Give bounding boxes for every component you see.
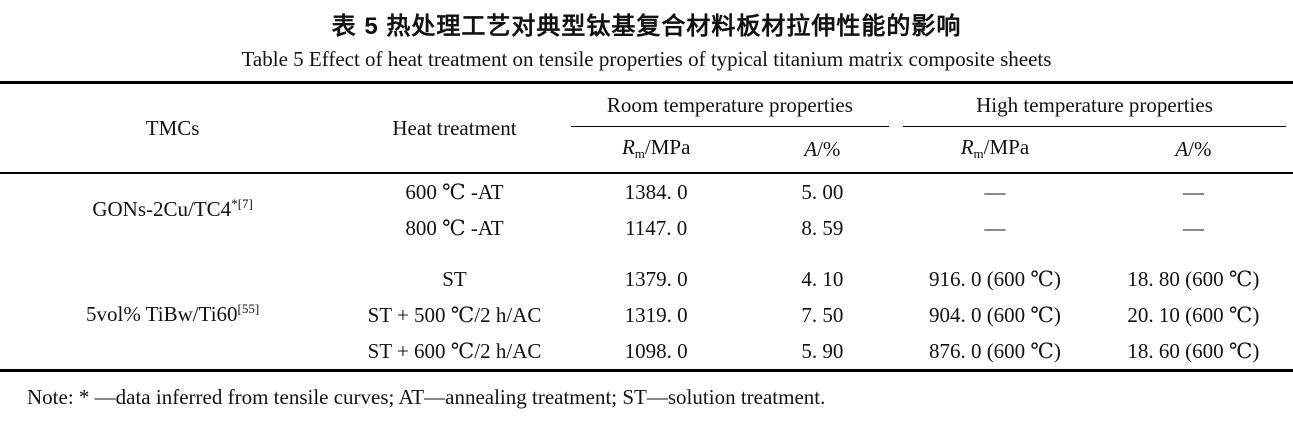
a-unit: /%: [1188, 136, 1212, 161]
a-symbol: A: [1175, 136, 1189, 161]
room-a-value: 8. 59: [801, 216, 844, 240]
column-header-high-rm: Rm/MPa: [896, 127, 1094, 174]
tmcs-reference-superscript: [55]: [237, 300, 260, 316]
rm-unit: /MPa: [983, 135, 1030, 159]
column-header-room-rm: Rm/MPa: [563, 127, 749, 174]
high-rm-value: —: [984, 216, 1006, 240]
room-rm-value: 1379. 0: [624, 267, 688, 291]
column-header-high-a: A/%: [1093, 127, 1293, 174]
high-rm-value: 916. 0 (600 ℃): [928, 267, 1061, 291]
rm-unit: /MPa: [644, 135, 691, 159]
tmcs-reference-superscript: *[7]: [231, 195, 253, 211]
treatment-cell: 600 ℃ -AT: [405, 180, 504, 204]
group-spacer-cell: [0, 246, 1293, 261]
room-a-value: 5. 90: [801, 339, 844, 363]
tmcs-cell-gons: GONs-2Cu/TC4*[7]: [0, 173, 345, 246]
high-a-value: 18. 60 (600 ℃): [1127, 339, 1260, 363]
header-row-groups: TMCs Heat treatment Room temperature pro…: [0, 82, 1293, 174]
room-a-value: 7. 50: [801, 303, 844, 327]
room-rm-value: 1098. 0: [624, 339, 688, 363]
high-a-value: —: [1182, 180, 1204, 204]
room-rm-value: 1384. 0: [624, 180, 688, 204]
room-temperature-group-label: Room temperature properties: [570, 84, 890, 127]
high-rm-value: —: [984, 180, 1006, 204]
high-a-value: 18. 80 (600 ℃): [1127, 267, 1260, 291]
table-row: 800 ℃ -AT 1147. 0 8. 59 — —: [0, 210, 1293, 246]
column-group-high-temperature: High temperature properties: [896, 83, 1293, 127]
a-unit: /%: [817, 136, 841, 161]
treatment-cell: ST: [442, 267, 467, 291]
room-a-value: 4. 10: [801, 267, 844, 291]
room-rm-value: 1147. 0: [625, 216, 688, 240]
high-rm-value: 904. 0 (600 ℃): [928, 303, 1061, 327]
table-row: ST + 600 ℃/2 h/AC 1098. 0 5. 90 876. 0 (…: [0, 333, 1293, 371]
high-rm-value: 876. 0 (600 ℃): [928, 339, 1061, 363]
column-header-heat-treatment: Heat treatment: [345, 82, 564, 174]
rm-symbol: R: [621, 135, 635, 159]
treatment-cell: 800 ℃ -AT: [405, 216, 504, 240]
room-rm-value: 1319. 0: [624, 303, 688, 327]
rm-subscript: m: [973, 146, 984, 161]
column-header-room-a: A/%: [748, 127, 897, 174]
table-row: ST + 500 ℃/2 h/AC 1319. 0 7. 50 904. 0 (…: [0, 297, 1293, 333]
table-title-english: Table 5 Effect of heat treatment on tens…: [241, 47, 1052, 71]
a-symbol: A: [804, 136, 818, 161]
high-a-value: —: [1182, 216, 1204, 240]
table-title-chinese: 表 5 热处理工艺对典型钛基复合材料板材拉伸性能的影响: [331, 13, 962, 40]
treatment-cell: ST + 600 ℃/2 h/AC: [367, 339, 542, 363]
high-temperature-group-label: High temperature properties: [903, 84, 1286, 127]
rm-subscript: m: [634, 146, 645, 161]
room-a-value: 5. 00: [801, 180, 844, 204]
treatment-cell: ST + 500 ℃/2 h/AC: [367, 303, 542, 327]
tmcs-cell-tibw: 5vol% TiBw/Ti60[55]: [0, 261, 345, 371]
column-header-tmcs: TMCs: [0, 82, 346, 174]
table-row: GONs-2Cu/TC4*[7] 600 ℃ -AT 1384. 0 5. 00…: [0, 173, 1293, 221]
group-spacer-row: [0, 246, 1293, 261]
tmcs-name: 5vol% TiBw/Ti60: [85, 301, 238, 326]
table-footnote: Note: * —data inferred from tensile curv…: [27, 385, 826, 409]
table-row: 5vol% TiBw/Ti60[55] ST 1379. 0 4. 10 916…: [0, 261, 1293, 326]
column-group-room-temperature: Room temperature properties: [564, 83, 896, 127]
header-row-units: Rm/MPa A/% Rm/MPa A/%: [0, 127, 1293, 174]
tmcs-name: GONs-2Cu/TC4: [92, 196, 232, 221]
tensile-properties-table: TMCs Heat treatment Room temperature pro…: [0, 81, 1293, 372]
rm-symbol: R: [960, 135, 974, 159]
high-a-value: 20. 10 (600 ℃): [1127, 303, 1260, 327]
